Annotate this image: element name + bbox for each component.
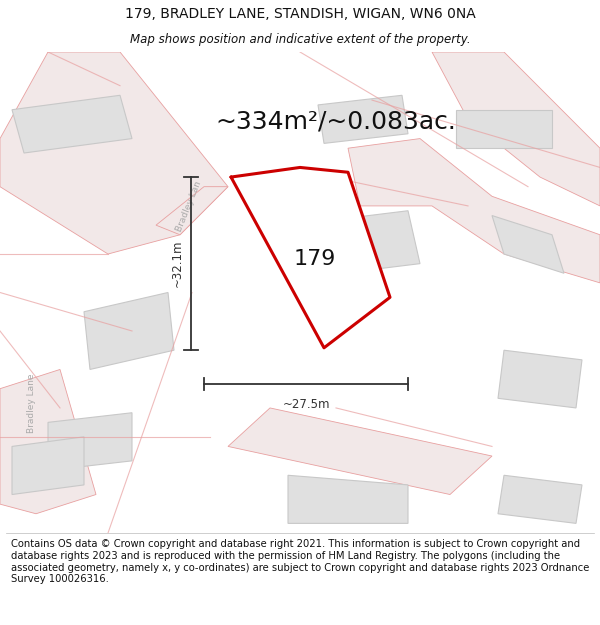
Text: Bradley Lane: Bradley Lane [26, 373, 36, 433]
Polygon shape [12, 95, 132, 153]
Polygon shape [288, 475, 408, 523]
Polygon shape [498, 350, 582, 408]
Text: Bradley Lan: Bradley Lan [175, 179, 203, 232]
Polygon shape [318, 95, 408, 143]
Polygon shape [48, 412, 132, 471]
Polygon shape [156, 187, 228, 235]
Text: 179: 179 [294, 249, 336, 269]
Text: Contains OS data © Crown copyright and database right 2021. This information is : Contains OS data © Crown copyright and d… [11, 539, 589, 584]
Polygon shape [12, 437, 84, 494]
Text: 179, BRADLEY LANE, STANDISH, WIGAN, WN6 0NA: 179, BRADLEY LANE, STANDISH, WIGAN, WN6 … [125, 6, 475, 21]
Polygon shape [456, 110, 552, 148]
Polygon shape [330, 211, 420, 273]
Polygon shape [231, 168, 390, 348]
Polygon shape [228, 408, 492, 494]
Polygon shape [0, 369, 96, 514]
Polygon shape [492, 216, 564, 273]
Polygon shape [84, 292, 174, 369]
Text: Map shows position and indicative extent of the property.: Map shows position and indicative extent… [130, 33, 470, 46]
Text: ~334m²/~0.083ac.: ~334m²/~0.083ac. [215, 110, 457, 134]
Polygon shape [432, 52, 600, 206]
Polygon shape [348, 139, 600, 283]
Text: ~27.5m: ~27.5m [282, 398, 330, 411]
Polygon shape [0, 52, 228, 254]
Polygon shape [498, 475, 582, 523]
Text: ~32.1m: ~32.1m [171, 240, 184, 288]
